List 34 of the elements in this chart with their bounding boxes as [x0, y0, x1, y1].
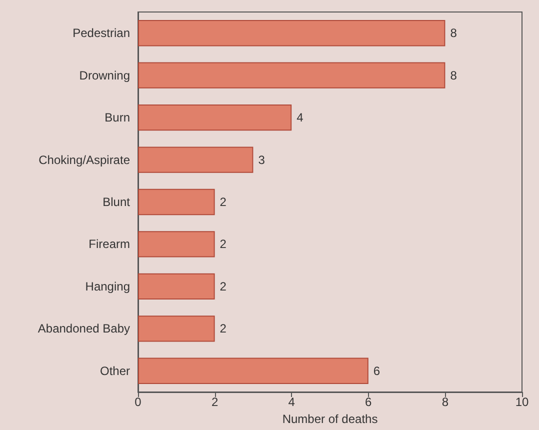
data-label: 2	[220, 237, 227, 252]
y-tick-label: Choking/Aspirate	[38, 152, 130, 167]
x-tick-label: 2	[211, 395, 218, 409]
bar	[138, 231, 215, 258]
bar	[138, 188, 215, 216]
x-tick-label: 8	[442, 395, 449, 409]
data-label: 4	[296, 110, 304, 125]
x-tick-label: 4	[288, 395, 296, 409]
data-label: 6	[373, 364, 380, 378]
data-label: 3	[258, 152, 266, 167]
y-tick-label: Burn	[104, 110, 130, 125]
data-label: 8	[450, 26, 458, 40]
y-tick-label: Firearm	[88, 237, 130, 252]
bar	[138, 104, 292, 131]
data-label: 8	[450, 68, 458, 82]
y-tick-label: Blunt	[102, 195, 131, 209]
bar	[138, 316, 215, 342]
bar	[138, 273, 215, 300]
data-label: 2	[220, 195, 227, 209]
x-tick-label: 10	[515, 395, 529, 409]
x-tick-label: 0	[134, 395, 142, 409]
y-tick-label: Hanging	[85, 279, 130, 294]
data-label: 2	[220, 279, 227, 294]
bar	[138, 358, 368, 384]
y-tick-label: Pedestrian	[72, 26, 130, 40]
y-tick-label: Drowning	[79, 68, 130, 82]
x-tick-label: 6	[365, 395, 372, 409]
y-tick-label: Other	[100, 364, 130, 378]
data-label: 2	[220, 322, 227, 336]
y-tick-label: Abandoned Baby	[38, 322, 130, 336]
bar	[138, 62, 446, 88]
bar	[138, 146, 254, 173]
x-axis-title: Number of deaths	[282, 412, 378, 426]
bar	[138, 20, 446, 46]
